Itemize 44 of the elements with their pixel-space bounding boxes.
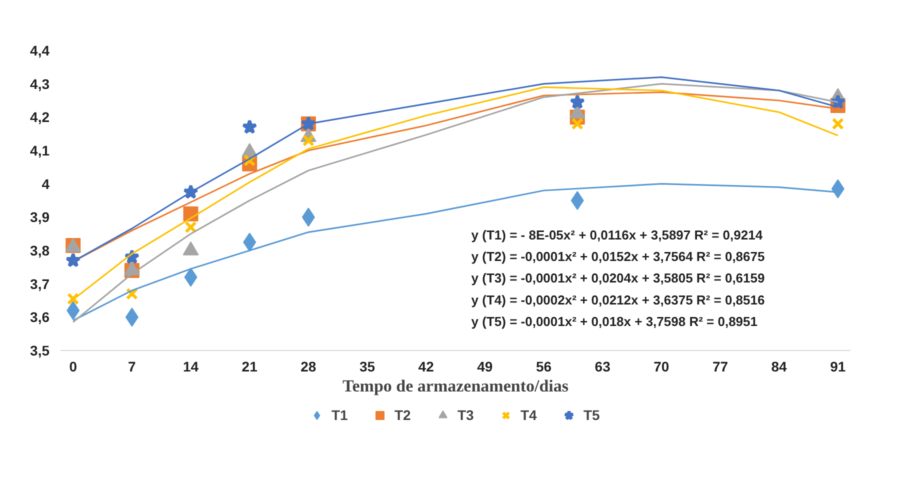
x-tick-label: 84 [771, 358, 788, 374]
y-tick-label: 3,9 [30, 209, 50, 226]
point [571, 118, 584, 130]
legend-label: T2 [394, 407, 412, 423]
x-tick-label: 21 [242, 358, 258, 374]
y-tick-label: 3,8 [30, 242, 50, 258]
x-tick-label: 0 [69, 358, 78, 374]
point [66, 301, 80, 320]
y-tick-label: 3,5 [30, 342, 50, 358]
y-tick-label: 4,3 [30, 76, 50, 92]
y-tick-label: 3,7 [30, 276, 50, 292]
legend-label: T3 [458, 407, 475, 423]
x-tick-label: 56 [536, 358, 552, 374]
x-tick-label: 14 [182, 358, 199, 374]
y-tick-label: 4,1 [30, 142, 50, 158]
y-tick-label: 4,2 [30, 109, 50, 126]
legend-label: T4 [520, 407, 538, 423]
legend-label: T1 [332, 407, 349, 423]
legend-label: T5 [584, 407, 601, 423]
x-tick-label: 70 [654, 358, 670, 374]
x-tick-label: 7 [128, 358, 136, 374]
annotation: y (T1) = - 8E-05x² + 0,0116x + 3,5897 R² = 0,9214 [471, 228, 764, 242]
y-tick-label: 3,6 [30, 309, 50, 326]
x-tick-label: 42 [418, 358, 434, 374]
y-tick-label: 4,4 [30, 42, 50, 58]
x-tick-label: 63 [594, 358, 611, 374]
annotation: y (T3) = -0,0001x² + 0,0204x + 3,5805 R² = 0,6159 [471, 270, 765, 286]
point [302, 134, 315, 147]
y-tick-label: 4 [42, 176, 50, 192]
x-tick-label: 35 [359, 358, 376, 374]
x-axis-title: Tempo de armazenamento/dias [342, 376, 569, 396]
annotation: y (T4) = -0,0002x² + 0,0212x + 3,6375 R² = 0,8516 [471, 292, 765, 308]
x-tick-label: 28 [300, 358, 316, 374]
point [184, 221, 197, 234]
annotation: y (T5) = -0,0001x² + 0,018x + 3,7598 R² = 0,8951 [471, 314, 758, 329]
point [67, 292, 80, 305]
point [570, 191, 584, 210]
point [570, 94, 586, 109]
point [832, 118, 844, 130]
x-tick-label: 49 [477, 358, 493, 374]
x-tick-label: 91 [830, 358, 846, 374]
x-tick-label: 77 [712, 358, 728, 374]
point [242, 119, 258, 134]
annotation: y (T2) = -0,0001x² + 0,0152x + 3,7564 R² = 0,8675 [471, 249, 765, 264]
